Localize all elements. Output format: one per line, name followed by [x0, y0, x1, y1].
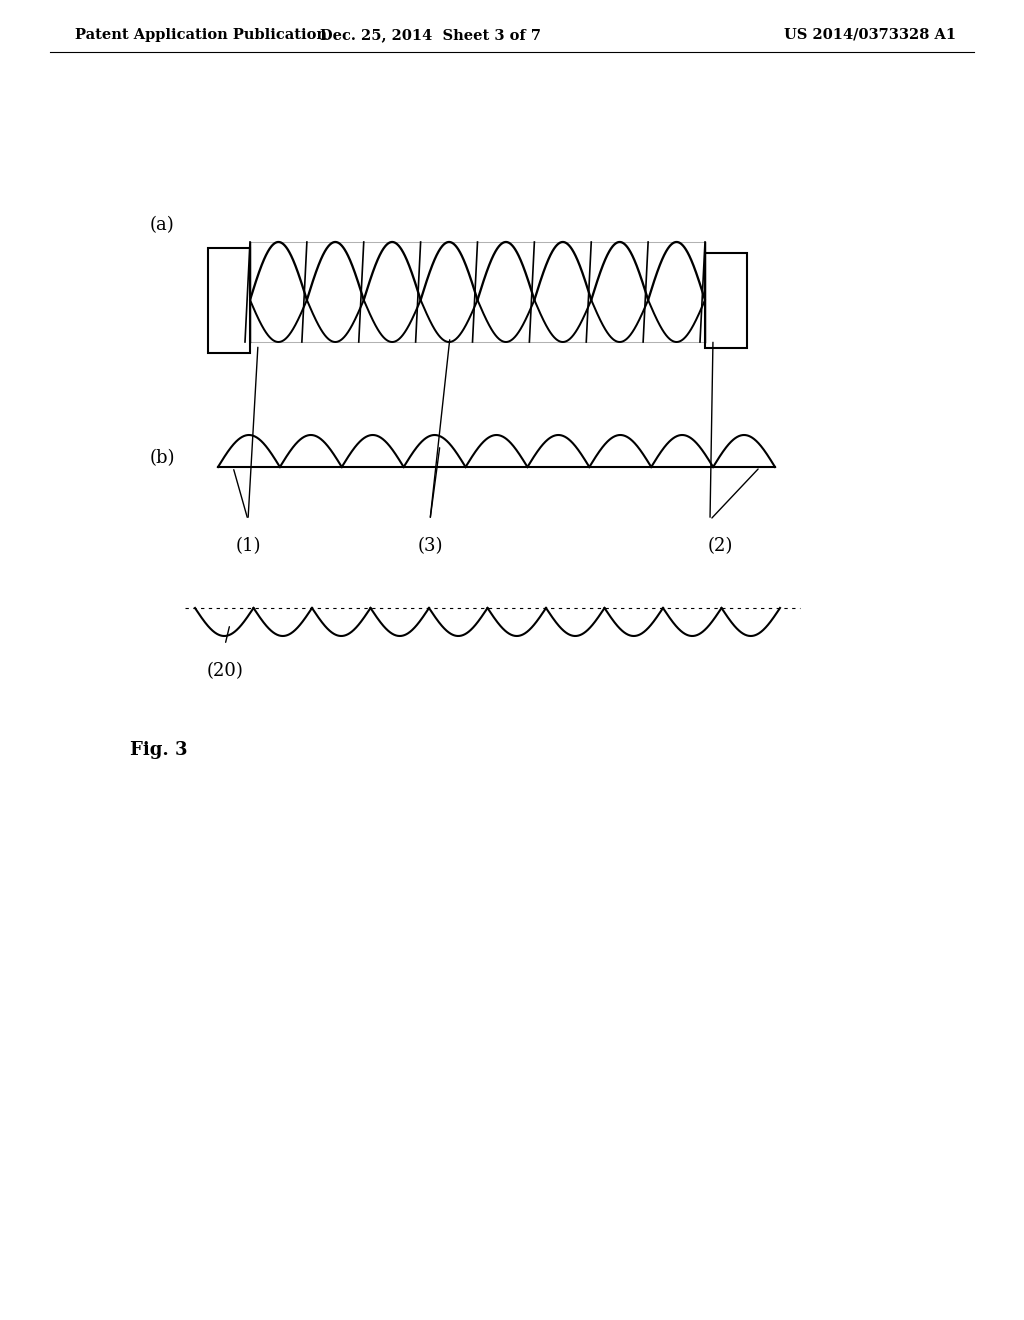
Text: (20): (20): [207, 663, 244, 680]
Bar: [705, 252, 746, 347]
Text: (b): (b): [150, 449, 175, 467]
Text: US 2014/0373328 A1: US 2014/0373328 A1: [784, 28, 956, 42]
Text: Dec. 25, 2014  Sheet 3 of 7: Dec. 25, 2014 Sheet 3 of 7: [319, 28, 541, 42]
Text: (a): (a): [150, 216, 175, 234]
Bar: [208, 248, 250, 352]
Text: (2): (2): [708, 537, 733, 554]
Text: Fig. 3: Fig. 3: [130, 741, 187, 759]
Text: (3): (3): [417, 537, 442, 554]
Text: (1): (1): [236, 537, 261, 554]
Text: Patent Application Publication: Patent Application Publication: [75, 28, 327, 42]
